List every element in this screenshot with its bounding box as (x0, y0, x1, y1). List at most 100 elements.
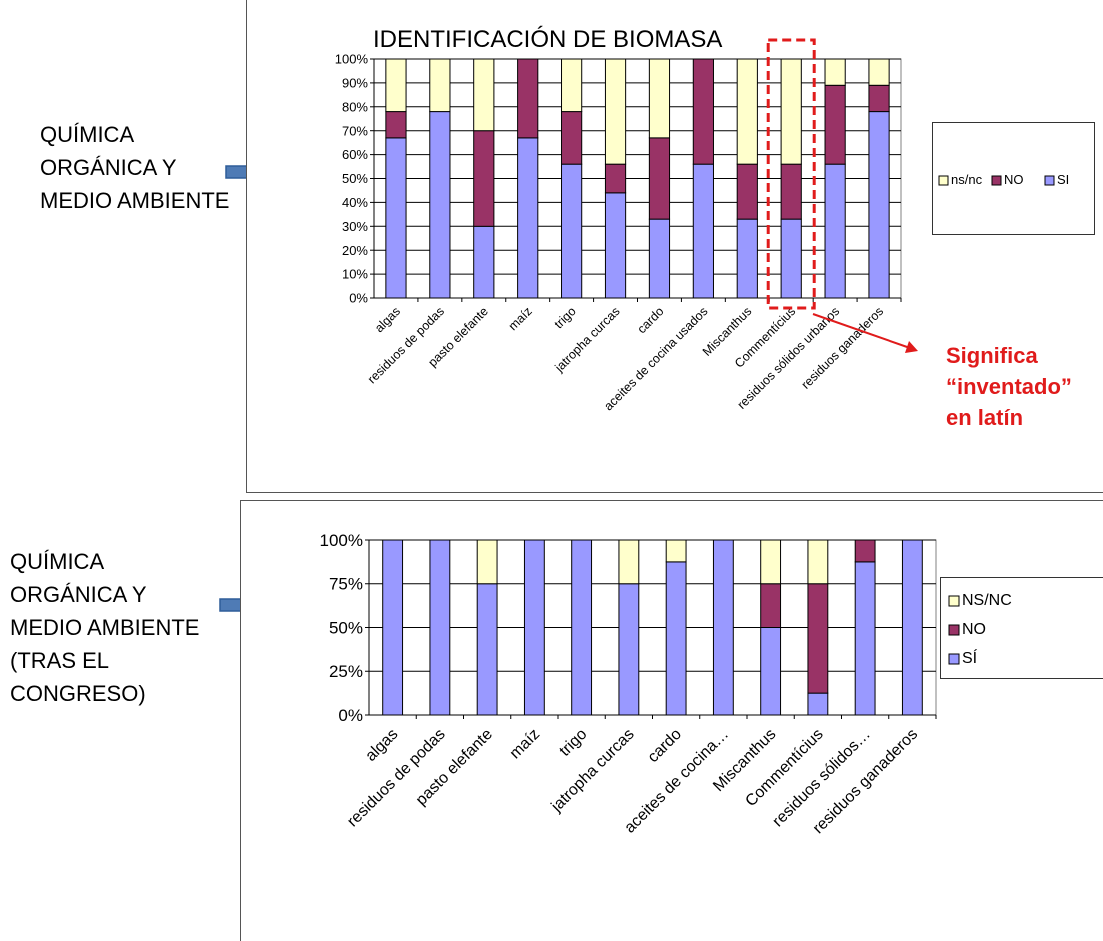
y-tick-label: 25% (329, 662, 363, 681)
annotation-line: “inventado” (946, 374, 1072, 399)
x-tick-label: cardo (645, 726, 685, 766)
bar-segment (476, 539, 498, 585)
bar-segment (824, 163, 846, 299)
y-tick-label: 50% (329, 618, 363, 637)
legend-swatch (948, 653, 960, 665)
x-tick-label: trigo (556, 726, 590, 760)
bar-segment (692, 163, 714, 299)
bar-segment (665, 539, 687, 563)
bar-segment (760, 627, 782, 716)
bar-segment (780, 58, 802, 165)
chart-title: IDENTIFICACIÓN DE BIOMASA (373, 26, 722, 53)
chart-1-legend-items: ns/nc NO SI (938, 172, 1069, 187)
annotation-line: en latín (946, 405, 1024, 430)
y-tick-label: 30% (342, 219, 368, 234)
bar-segment (604, 163, 627, 194)
x-tick-label: jatropha curcas (548, 726, 638, 816)
annotation-note: Significa “inventado” en latín (946, 340, 1072, 433)
bar-segment (868, 84, 890, 113)
bar-segment (868, 58, 890, 86)
x-tick-label: residuos de podas (365, 304, 447, 386)
x-tick-label: maíz (507, 726, 544, 763)
legend-label: NS/NC (962, 592, 1012, 609)
y-tick-label: 90% (342, 75, 368, 90)
bar-segment (385, 137, 407, 299)
annotation-line: Significa (946, 343, 1038, 368)
bar-segment (736, 58, 758, 165)
bar-segment (517, 137, 539, 299)
bar-segment (618, 583, 640, 716)
x-tick-label: trigo (552, 304, 579, 331)
bar-segment (571, 539, 593, 716)
bar-segment (561, 111, 583, 165)
bar-segment (648, 218, 671, 299)
bar-segment (382, 539, 404, 716)
bar-segment (473, 130, 495, 227)
chart-1: IDENTIFICACIÓN DE BIOMASA 0% 10% 20% 30% 40%… (335, 26, 902, 413)
legend-swatch (938, 175, 949, 186)
bar-segment (824, 58, 846, 86)
y-tick-label: 75% (329, 575, 363, 594)
legend-label: NO (962, 621, 986, 638)
chart-1-legend: ns/nc NO SI (932, 122, 1095, 235)
y-tick-label: 0% (349, 291, 368, 306)
legend-label: SÍ (962, 648, 978, 667)
bar-segment (648, 58, 671, 139)
legend-label: ns/nc (951, 172, 983, 187)
bar-segment (385, 58, 407, 113)
panel-2-label-line: (TRAS EL (10, 648, 110, 673)
y-tick-label: 60% (342, 147, 368, 162)
bar-segment (692, 58, 714, 165)
bar-segment (385, 111, 407, 139)
bar-segment (429, 539, 451, 716)
bar-segment (868, 111, 890, 299)
x-tick-label: algas (372, 304, 403, 335)
panel-2-label: QUÍMICA ORGÁNICA Y MEDIO AMBIENTE (TRAS … (10, 545, 199, 710)
bar-segment (901, 539, 923, 716)
bar-segment (780, 218, 802, 299)
bar-segment (473, 58, 495, 132)
bar-segment (807, 692, 829, 716)
bar-segment (604, 192, 627, 299)
y-tick-label: 100% (320, 531, 363, 550)
legend-swatch (991, 175, 1002, 186)
legend-swatch (1044, 175, 1055, 186)
bar-segment (736, 218, 758, 299)
y-tick-label: 0% (338, 706, 363, 725)
panel-2-label-line: CONGRESO) (10, 681, 146, 706)
annotation-arrow-icon (812, 313, 918, 353)
bar-segment (712, 539, 734, 716)
bar-segment (736, 163, 758, 220)
y-tick-label: 50% (342, 171, 368, 186)
bar-segment (854, 561, 876, 716)
y-tick-label: 70% (342, 123, 368, 138)
bar-segment (561, 163, 583, 299)
bar-segment (824, 84, 846, 165)
y-tick-label: 40% (342, 195, 368, 210)
y-tick-label: 100% (335, 52, 369, 67)
bar-segment (618, 539, 640, 585)
bar-segment (523, 539, 545, 716)
x-tick-label: maíz (506, 304, 535, 333)
bar-segment (648, 137, 671, 220)
bar-segment (604, 58, 627, 165)
highlight-box (766, 38, 816, 310)
panel-2-label-line: MEDIO AMBIENTE (10, 615, 200, 640)
bar-segment (665, 561, 687, 716)
legend-swatch (948, 624, 960, 636)
bar-segment (517, 58, 539, 139)
legend-label: SI (1057, 172, 1069, 187)
panel-2-label-line: ORGÁNICA Y (10, 582, 147, 607)
legend-label: NO (1004, 172, 1024, 187)
panel-2-label-line: QUÍMICA (10, 549, 105, 574)
y-tick-label: 80% (342, 99, 368, 114)
x-tick-label: algas (362, 726, 401, 765)
bar-segment (780, 163, 802, 220)
chart-2-legend: NS/NC NO SÍ (940, 577, 1103, 679)
y-tick-label: 20% (342, 243, 368, 258)
panel-1-label: QUÍMICA ORGÁNICA Y MEDIO AMBIENTE (40, 118, 229, 217)
bar-segment (760, 539, 782, 585)
bar-segment (807, 539, 829, 585)
bar-segment (429, 111, 451, 299)
